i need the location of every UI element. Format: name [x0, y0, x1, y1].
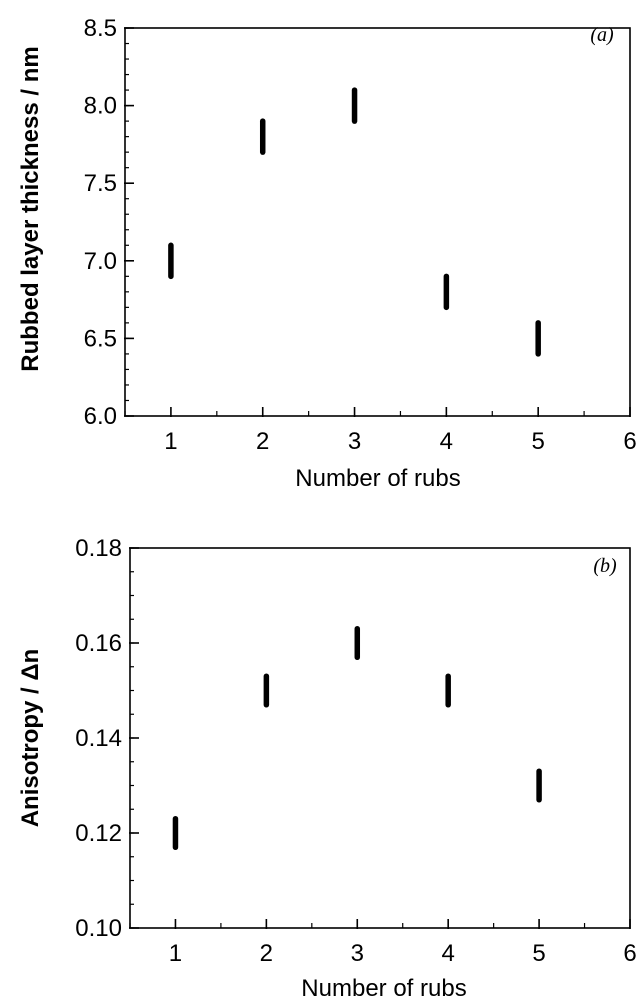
x-tick-label: 3: [348, 428, 361, 455]
x-axis-title-b: Number of rubs: [301, 975, 466, 1002]
y-ticks-a: 6.0 6.5 7.0 7.5 8.0 8.5: [84, 15, 134, 430]
panel-a: 6.0 6.5 7.0 7.5 8.0 8.5 1 2 3 4 5 6 Number of rubs…: [17, 15, 637, 492]
x-tick-label: 1: [164, 428, 177, 455]
y-tick-label: 7.0: [84, 248, 117, 275]
y-tick-label: 6.5: [84, 325, 117, 352]
y-tick-label: 0.18: [75, 535, 122, 562]
y-ticks-b: 0.10 0.12 0.14 0.16 0.18: [75, 535, 139, 942]
y-tick-label: 8.0: [84, 93, 117, 120]
y-tick-label: 0.16: [75, 630, 122, 657]
y-tick-label: 7.5: [84, 170, 117, 197]
x-tick-label: 3: [351, 940, 364, 967]
data-points-a: [168, 87, 541, 357]
panel-label-b: (b): [593, 555, 617, 577]
x-tick-label: 1: [169, 940, 182, 967]
data-points-b: [172, 626, 542, 850]
panel-label-a: (a): [590, 24, 614, 46]
x-tick-label: 4: [442, 940, 455, 967]
y-tick-label: 0.12: [75, 820, 122, 847]
x-ticks-b: 1 2 3 4 5 6: [129, 919, 637, 967]
x-tick-label: 5: [532, 428, 545, 455]
y-tick-label: 0.14: [75, 725, 122, 752]
y-axis-title-a: Rubbed layer thickness / nm: [17, 46, 44, 371]
x-tick-label: 4: [440, 428, 453, 455]
y-tick-label: 6.0: [84, 403, 117, 430]
x-tick-label: 5: [532, 940, 545, 967]
y-tick-label: 8.5: [84, 15, 117, 42]
x-ticks-a: 1 2 3 4 5 6: [124, 407, 637, 455]
y-tick-label: 0.10: [75, 915, 122, 942]
x-tick-label: 6: [623, 940, 636, 967]
x-tick-label: 2: [260, 940, 273, 967]
x-tick-label: 6: [623, 428, 636, 455]
plot-frame-b: [129, 547, 631, 929]
plot-frame-a: [124, 27, 631, 417]
panel-b: 0.10 0.12 0.14 0.16 0.18 1 2 3 4 5 6 Number of ru…: [17, 535, 637, 1002]
y-axis-title-b: Anisotropy / Δn: [17, 649, 44, 828]
x-axis-title-a: Number of rubs: [295, 465, 460, 492]
x-tick-label: 2: [256, 428, 269, 455]
